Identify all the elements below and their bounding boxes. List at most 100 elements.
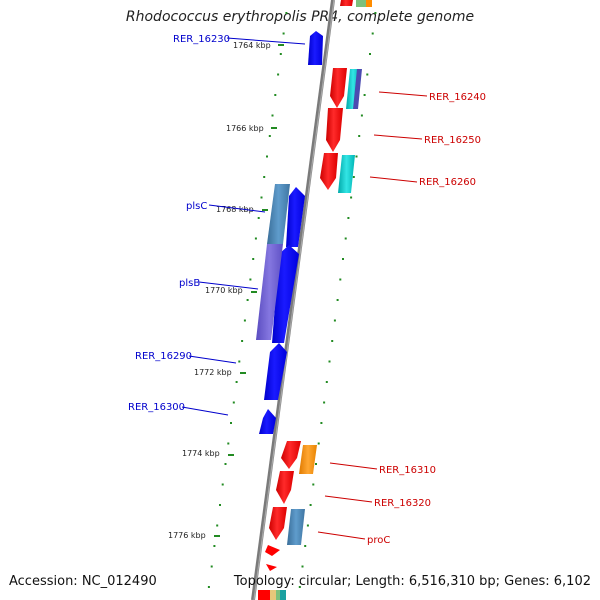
tick-dot bbox=[268, 135, 271, 137]
tick-dot bbox=[352, 176, 355, 178]
tick-dot bbox=[207, 586, 210, 588]
tick-dot bbox=[227, 442, 230, 445]
tick-dot bbox=[221, 483, 224, 486]
tick-dots-right bbox=[298, 12, 377, 588]
tick-dot bbox=[238, 360, 241, 363]
tick-dot bbox=[271, 114, 274, 117]
map-title: Rhodococcus erythropolis PR4, complete g… bbox=[125, 9, 475, 25]
tick-1774: 1774 kbp bbox=[182, 449, 234, 458]
tick-dot bbox=[347, 217, 350, 219]
tick-dot bbox=[360, 114, 363, 117]
tick-dot bbox=[317, 442, 320, 445]
tick-dot bbox=[263, 176, 266, 178]
gene-leader-line bbox=[378, 91, 428, 97]
gene-label-text: RER_16300 bbox=[128, 402, 185, 413]
tick-label: 1776 kbp bbox=[168, 531, 206, 540]
tick-label: 1772 kbp bbox=[194, 368, 232, 377]
tick-dot bbox=[219, 504, 221, 506]
gene-label-proC[interactable]: proC bbox=[317, 531, 390, 546]
gene-label-text: plsB bbox=[179, 278, 200, 289]
tick-dot bbox=[277, 73, 280, 76]
forward-strand-track bbox=[258, 0, 372, 600]
gene-leader-line bbox=[181, 406, 229, 416]
tick-dot bbox=[260, 196, 263, 199]
gene-arrow-reverse bbox=[259, 409, 276, 434]
tick-dot bbox=[333, 319, 336, 322]
tick-dot bbox=[344, 237, 347, 240]
tick-dot bbox=[224, 463, 227, 465]
gene-label-RER_16230[interactable]: RER_16230 bbox=[173, 34, 306, 45]
tick-dot bbox=[325, 381, 328, 383]
tick-mark bbox=[240, 372, 246, 374]
tick-1766: 1766 kbp bbox=[226, 124, 277, 133]
gene-cog-block bbox=[280, 590, 286, 600]
gene-label-text: RER_16260 bbox=[419, 177, 476, 188]
gene-cog-block bbox=[353, 69, 362, 109]
gene-arrow-forward bbox=[340, 0, 353, 6]
gene-label-RER_16260[interactable]: RER_16260 bbox=[369, 176, 476, 188]
tick-dot bbox=[309, 504, 312, 506]
accession-text: Accession: NC_012490 bbox=[9, 574, 157, 589]
tick-dot bbox=[216, 524, 219, 527]
tick-dot bbox=[371, 32, 374, 35]
tick-dot bbox=[246, 299, 249, 301]
tick-dot bbox=[358, 135, 361, 137]
tick-dot bbox=[339, 278, 342, 281]
gene-cog-block bbox=[287, 509, 305, 545]
tick-dot bbox=[279, 53, 282, 55]
tick-label: 1766 kbp bbox=[226, 124, 264, 133]
gene-label-RER_16310[interactable]: RER_16310 bbox=[329, 462, 436, 476]
tick-mark bbox=[228, 454, 234, 456]
genome-backbone-highlight bbox=[253, 0, 335, 600]
tick-label: 1768 kbp bbox=[216, 205, 254, 214]
gene-label-text: RER_16250 bbox=[424, 135, 481, 146]
gene-label-text: RER_16310 bbox=[379, 465, 436, 476]
gene-label-text: RER_16230 bbox=[173, 34, 230, 45]
tick-dot bbox=[342, 258, 344, 260]
gene-cog-block bbox=[276, 590, 280, 600]
tick-dot bbox=[369, 53, 371, 55]
tick-1768: 1768 kbp bbox=[216, 205, 268, 214]
tick-1764: 1764 kbp bbox=[233, 41, 284, 50]
tick-dot bbox=[301, 565, 304, 568]
gene-label-RER_16240[interactable]: RER_16240 bbox=[378, 91, 486, 103]
tick-dot bbox=[336, 299, 339, 301]
tick-dot bbox=[374, 12, 377, 14]
tick-dot bbox=[210, 565, 213, 568]
genome-backbone bbox=[251, 0, 335, 600]
gene-label-text: RER_16290 bbox=[135, 351, 192, 362]
tick-dot bbox=[306, 524, 309, 527]
topology-text: Topology: circular; Length: 6,516,310 bp… bbox=[233, 574, 591, 589]
gene-label-RER_16250[interactable]: RER_16250 bbox=[373, 134, 481, 146]
gene-arrow-forward bbox=[258, 590, 270, 600]
tick-dot bbox=[350, 196, 353, 199]
gene-arrow-forward bbox=[320, 153, 338, 190]
gene-label-text: proC bbox=[367, 535, 390, 546]
tick-mark bbox=[214, 535, 220, 537]
gene-arrow-forward bbox=[269, 507, 287, 540]
gene-label-plsB[interactable]: plsB bbox=[179, 278, 259, 290]
tick-dot bbox=[363, 94, 366, 96]
gene-label-text: RER_16240 bbox=[429, 92, 486, 103]
tick-dots-left bbox=[207, 12, 288, 588]
tick-dot bbox=[355, 155, 358, 158]
gene-label-RER_16320[interactable]: RER_16320 bbox=[324, 495, 431, 509]
gene-label-RER_16300[interactable]: RER_16300 bbox=[128, 402, 229, 416]
tick-dot bbox=[304, 545, 307, 547]
tick-dot bbox=[257, 217, 260, 219]
tick-1770: 1770 kbp bbox=[205, 286, 257, 295]
gene-label-RER_16290[interactable]: RER_16290 bbox=[135, 351, 237, 364]
tick-dot bbox=[285, 12, 288, 14]
tick-dot bbox=[331, 340, 334, 342]
gene-label-plsC[interactable]: plsC bbox=[186, 201, 266, 213]
gene-arrow-reverse bbox=[308, 31, 323, 65]
gene-arrow-forward bbox=[281, 441, 301, 469]
tick-dot bbox=[241, 340, 244, 342]
gene-leader-line bbox=[198, 281, 259, 290]
tick-dot bbox=[315, 463, 317, 465]
gene-cog-block bbox=[356, 0, 366, 7]
tick-dot bbox=[232, 401, 235, 404]
tick-label: 1764 kbp bbox=[233, 41, 271, 50]
